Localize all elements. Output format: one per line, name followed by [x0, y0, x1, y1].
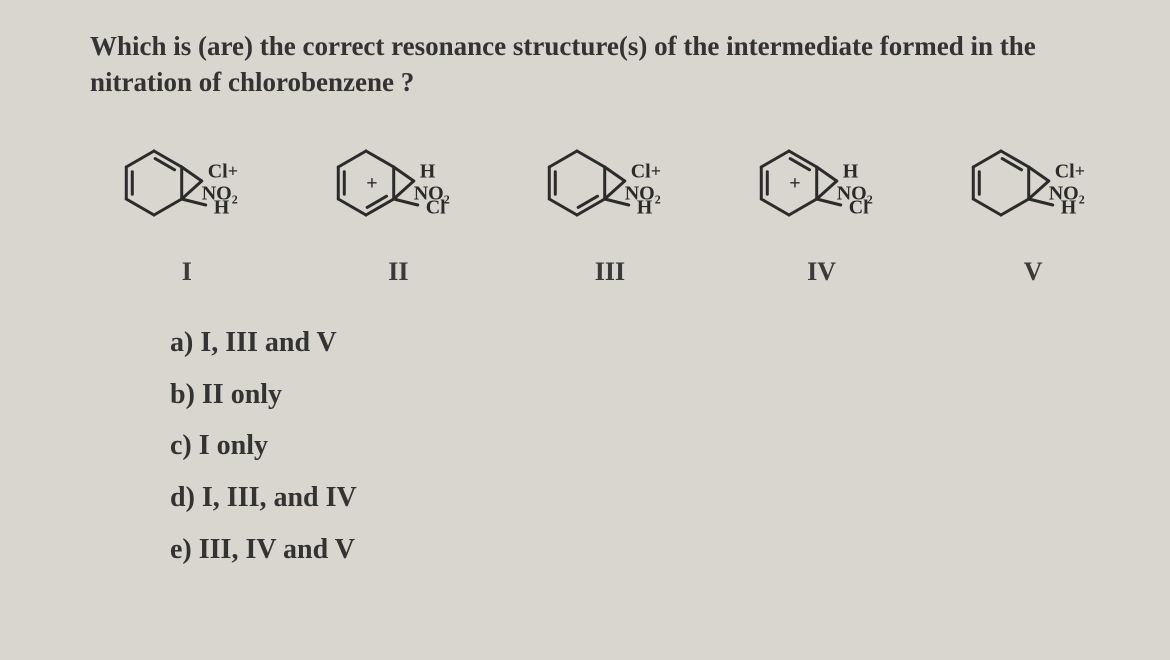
svg-text:+: + — [789, 172, 800, 194]
svg-text:NO₂: NO₂ — [625, 182, 661, 204]
svg-text:+: + — [1074, 161, 1084, 181]
structures-row: ClHNO₂+IHClNO₂+IIClHNO₂+IIIHClNO₂+IVClHN… — [90, 121, 1130, 287]
structure-label: II — [388, 257, 408, 287]
structure-IV: HClNO₂+IV — [725, 121, 919, 287]
svg-text:Cl: Cl — [208, 160, 228, 182]
svg-text:H: H — [420, 160, 436, 182]
svg-text:Cl: Cl — [631, 160, 651, 182]
svg-text:+: + — [651, 161, 661, 181]
option-d: d) I, III, and IV — [170, 472, 1130, 524]
question-text: Which is (are) the correct resonance str… — [90, 28, 1130, 101]
structure-II: HClNO₂+II — [302, 121, 496, 287]
option-b: b) II only — [170, 369, 1130, 421]
structure-III: ClHNO₂+III — [513, 121, 707, 287]
structure-label: I — [182, 257, 192, 287]
structure-I: ClHNO₂+I — [90, 121, 284, 287]
svg-text:NO₂: NO₂ — [837, 182, 873, 204]
svg-text:NO₂: NO₂ — [1048, 182, 1084, 204]
option-e: e) III, IV and V — [170, 524, 1130, 576]
structure-V: ClHNO₂+V — [936, 121, 1130, 287]
structure-label: V — [1024, 257, 1043, 287]
structure-label: III — [595, 257, 625, 287]
svg-text:+: + — [366, 172, 377, 194]
svg-text:NO₂: NO₂ — [414, 182, 450, 204]
structure-label: IV — [807, 257, 836, 287]
option-a: a) I, III and V — [170, 317, 1130, 369]
svg-text:+: + — [228, 161, 238, 181]
svg-text:NO₂: NO₂ — [202, 182, 238, 204]
option-c: c) I only — [170, 420, 1130, 472]
svg-text:Cl: Cl — [1054, 160, 1074, 182]
svg-text:H: H — [843, 160, 859, 182]
options-list: a) I, III and Vb) II onlyc) I onlyd) I, … — [170, 317, 1130, 576]
